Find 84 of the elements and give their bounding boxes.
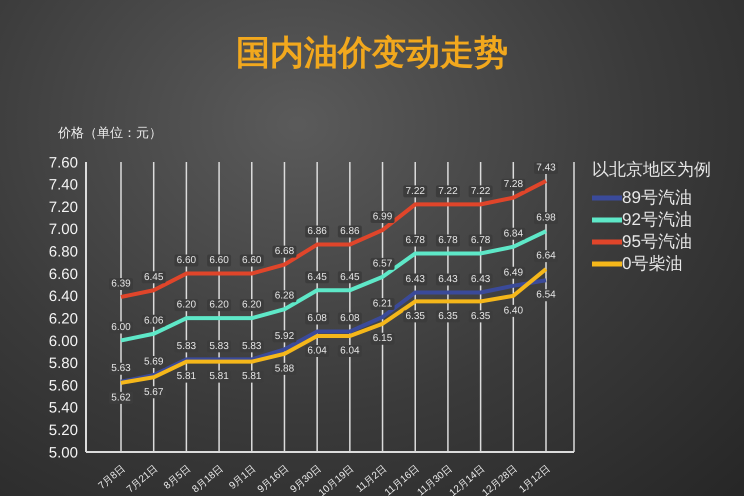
data-label: 6.78 — [470, 234, 491, 246]
data-label: 7.22 — [405, 186, 426, 197]
data-label: 5.81 — [176, 371, 197, 382]
data-label: 6.45 — [144, 272, 164, 283]
data-label: 6.45 — [307, 272, 328, 283]
y-tick-label: 6.40 — [48, 288, 78, 306]
data-label: 6.84 — [504, 228, 524, 240]
y-tick-label: 7.40 — [48, 176, 78, 194]
x-tick-label: 7月21日 — [125, 463, 160, 496]
data-label: 6.06 — [144, 315, 164, 326]
data-label: 6.20 — [176, 300, 197, 311]
data-label: 6.45 — [340, 272, 360, 283]
data-label: 7.22 — [470, 186, 491, 197]
data-label: 6.57 — [372, 258, 393, 270]
data-label: 6.78 — [438, 234, 458, 246]
x-tick-label: 9月16日 — [256, 463, 291, 496]
x-tick-label: 9月1日 — [227, 463, 258, 492]
data-label: 6.08 — [340, 313, 360, 324]
data-label: 6.60 — [209, 255, 230, 266]
legend-label: 92号汽油 — [622, 209, 692, 231]
y-tick-label: 6.80 — [48, 244, 78, 261]
data-label: 7.28 — [504, 179, 524, 190]
data-label: 6.21 — [372, 298, 393, 310]
data-label: 5.62 — [111, 392, 132, 404]
data-label: 6.54 — [536, 290, 556, 301]
y-tick-label: 5.20 — [48, 422, 78, 440]
data-label: 6.49 — [504, 267, 524, 278]
legend-label: 0号柴油 — [622, 253, 682, 275]
x-tick-label: 7月8日 — [96, 463, 128, 492]
data-label: 5.83 — [242, 340, 262, 352]
data-label: 7.22 — [438, 186, 458, 197]
data-label: 5.88 — [274, 363, 295, 374]
data-label: 5.83 — [176, 340, 197, 352]
data-label: 6.86 — [340, 226, 360, 238]
y-tick-label: 6.20 — [48, 310, 78, 328]
y-axis-title: 价格（单位：元） — [58, 124, 162, 142]
data-label: 6.08 — [307, 313, 328, 324]
data-label: 6.98 — [536, 212, 556, 224]
data-label: 5.81 — [242, 371, 262, 382]
x-tick-label: 1月12日 — [517, 463, 552, 496]
data-label: 5.81 — [209, 371, 230, 382]
y-tick-label: 5.80 — [48, 355, 78, 372]
data-label: 5.83 — [209, 340, 230, 352]
y-tick-label: 5.00 — [48, 444, 78, 462]
data-label: 6.43 — [470, 274, 491, 285]
data-label: 6.43 — [405, 274, 426, 285]
data-label: 7.43 — [536, 162, 556, 174]
data-label: 6.39 — [111, 278, 132, 290]
legend-label: 89号汽油 — [622, 187, 692, 209]
y-tick-label: 5.60 — [48, 377, 78, 394]
data-label: 6.60 — [242, 255, 262, 266]
data-label: 6.35 — [470, 310, 491, 322]
data-label: 6.35 — [405, 310, 426, 322]
data-label: 6.20 — [209, 300, 230, 311]
data-label: 6.15 — [372, 333, 393, 344]
data-label: 6.04 — [340, 346, 360, 356]
legend-label: 95号汽油 — [622, 231, 692, 253]
data-label: 5.67 — [144, 386, 164, 398]
data-label: 5.69 — [144, 356, 164, 368]
y-tick-label: 7.00 — [48, 221, 78, 238]
data-label: 6.78 — [405, 234, 426, 246]
y-tick-label: 7.60 — [48, 154, 78, 172]
data-label: 6.60 — [176, 255, 197, 266]
y-tick-label: 7.20 — [48, 198, 78, 216]
y-tick-label: 6.60 — [48, 266, 78, 283]
data-label: 6.35 — [438, 310, 458, 322]
data-label: 6.43 — [438, 274, 458, 285]
data-label: 6.04 — [307, 346, 328, 356]
data-label: 6.20 — [242, 300, 262, 311]
data-label: 6.00 — [111, 322, 132, 333]
data-label: 6.68 — [274, 246, 295, 258]
legend-title: 以北京地区为例 — [592, 159, 712, 181]
chart-title: 国内油价变动走势 — [235, 33, 509, 74]
data-label: 6.86 — [307, 226, 328, 238]
data-label: 6.28 — [274, 290, 295, 302]
x-tick-label: 8月18日 — [190, 463, 226, 496]
data-label: 5.92 — [274, 330, 295, 342]
data-label: 6.64 — [536, 250, 556, 262]
data-label: 5.63 — [111, 363, 132, 374]
data-label: 6.99 — [372, 212, 393, 223]
y-tick-label: 6.00 — [48, 332, 78, 350]
data-label: 6.40 — [504, 305, 524, 316]
x-tick-label: 8月5日 — [162, 463, 193, 492]
y-tick-label: 5.40 — [48, 400, 78, 417]
